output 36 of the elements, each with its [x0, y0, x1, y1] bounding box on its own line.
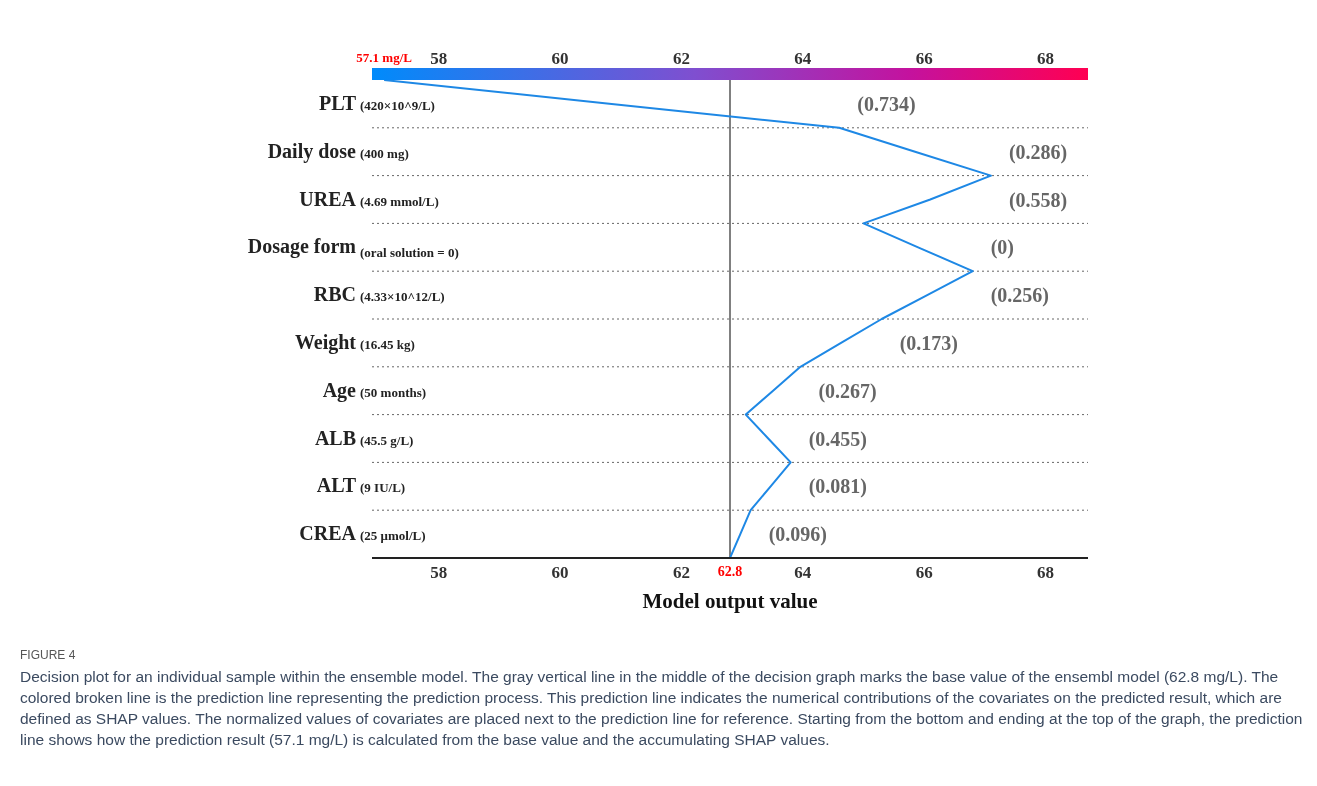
text: Decision plot for an individual sample within the ensemble model. The gray vertical line in the middle of the decision graph marks the base value of the ensembl model (62.8 mg/L). The colored broken line is the prediction line representing the prediction process. This prediction line indicates the numerical contributions of the covariates on the predicted result, which are defined as SHAP values. The normalized values of covariates are placed next to the prediction line for reference. Starting from the bottom and ending at the top of the graph, the prediction line shows how the prediction result (57.1 mg/L) is calculated from the base value and the accumulating SHAP values. [20, 667, 1304, 750]
annotation: (0.096) [768, 523, 827, 547]
caption: FIGURE 4 [20, 648, 77, 662]
x2-tick-label: 62 [672, 49, 690, 68]
annotation: (0.558) [1008, 188, 1068, 212]
x-tick-label: 66 [915, 563, 933, 583]
annotation: (0.081) [808, 475, 868, 499]
text: 57.1 mg/L [356, 50, 413, 65]
annotation: (0.734) [857, 92, 916, 116]
y-tick-label: ALT (9 IU/L) [316, 474, 406, 497]
x-axis-title: Model output value [642, 589, 818, 613]
y-tick-label: ALB (45.5 g/L) [314, 426, 414, 449]
annotation: (0) [990, 236, 1015, 260]
x-tick-label: 68 [1037, 563, 1055, 583]
y-tick-label: PLT (420×10^9/L) [318, 91, 435, 114]
x-tick-label: 62 [672, 563, 690, 583]
annotation: (0.286) [1008, 140, 1068, 164]
x2-tick-label: 58 [430, 49, 448, 68]
x2-tick-label: 68 [1037, 49, 1055, 68]
annotation: (0.455) [808, 427, 868, 451]
y-tick-label: Weight (16.45 kg) [294, 330, 415, 354]
y-tick-label: Age (50 months) [322, 378, 427, 402]
x2-tick-label: 60 [551, 49, 569, 68]
annotation: (0.173) [899, 331, 959, 355]
ref-line-label: 62.8 [717, 563, 743, 579]
y-tick-label: RBC (4.33×10^12/L) [313, 283, 445, 306]
x-tick-label: 64 [794, 563, 812, 583]
y-tick-label: UREA (4.69 mmol/L) [299, 187, 439, 210]
annotation: (0.256) [990, 284, 1050, 308]
y-tick-label: CREA (25 μmol/L) [299, 522, 426, 545]
x-tick-label: 58 [430, 563, 448, 583]
x2-tick-label: 66 [915, 49, 933, 68]
y-tick-label: Daily dose (400 mg) [267, 139, 409, 163]
annotation: (0.267) [818, 379, 877, 403]
x-tick-label: 60 [551, 563, 569, 583]
x2-tick-label: 64 [794, 49, 812, 68]
